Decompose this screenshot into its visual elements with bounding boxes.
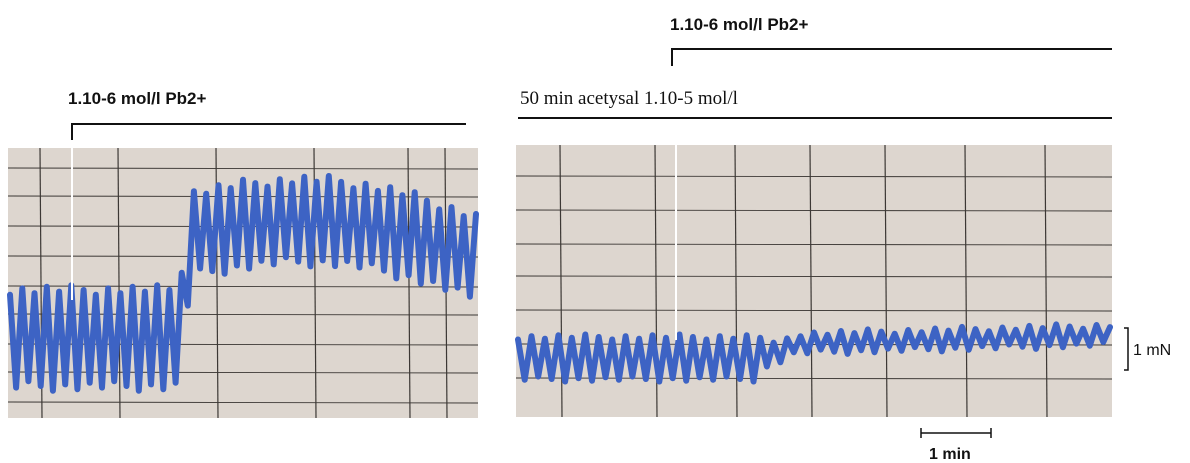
- grid-vline: [964, 144, 968, 418]
- grid-hline: [515, 309, 1113, 312]
- grid-hline: [515, 243, 1113, 246]
- left-pb-label: 1.10-6 mol/l Pb2+: [68, 89, 206, 108]
- right-panel: 50 min acetysal 1.10-5 mol/l 1.10-6 mol/…: [515, 15, 1171, 463]
- grid-hline: [515, 175, 1113, 178]
- right-acetysal-label: 50 min acetysal 1.10-5 mol/l: [520, 88, 738, 109]
- left-pb-bracket: [71, 123, 466, 140]
- left-panel: 1.10-6 mol/l Pb2+: [7, 89, 479, 419]
- right-pb-bracket: [671, 48, 1112, 66]
- time-scale-label: 1 min: [929, 446, 971, 463]
- right-grid: [515, 144, 1113, 418]
- right-pb-label: 1.10-6 mol/l Pb2+: [670, 15, 808, 34]
- left-force-trace: [7, 173, 479, 394]
- right-force-trace: [515, 321, 1113, 385]
- grid-hline: [7, 167, 479, 170]
- grid-vline: [884, 144, 888, 418]
- force-scale-bar: 1 mN: [1124, 327, 1171, 371]
- grid-hline: [7, 401, 479, 404]
- force-scale-bracket: [1124, 327, 1129, 371]
- time-scale-bar: 1 min: [920, 428, 992, 463]
- grid-hline: [7, 285, 479, 288]
- force-scale-label: 1 mN: [1133, 342, 1171, 359]
- grid-vline: [117, 147, 121, 419]
- grid-hline: [515, 275, 1113, 278]
- grid-hline: [515, 377, 1113, 380]
- grid-hline: [515, 209, 1113, 212]
- grid-vline: [809, 144, 813, 418]
- grid-vline: [1044, 144, 1048, 418]
